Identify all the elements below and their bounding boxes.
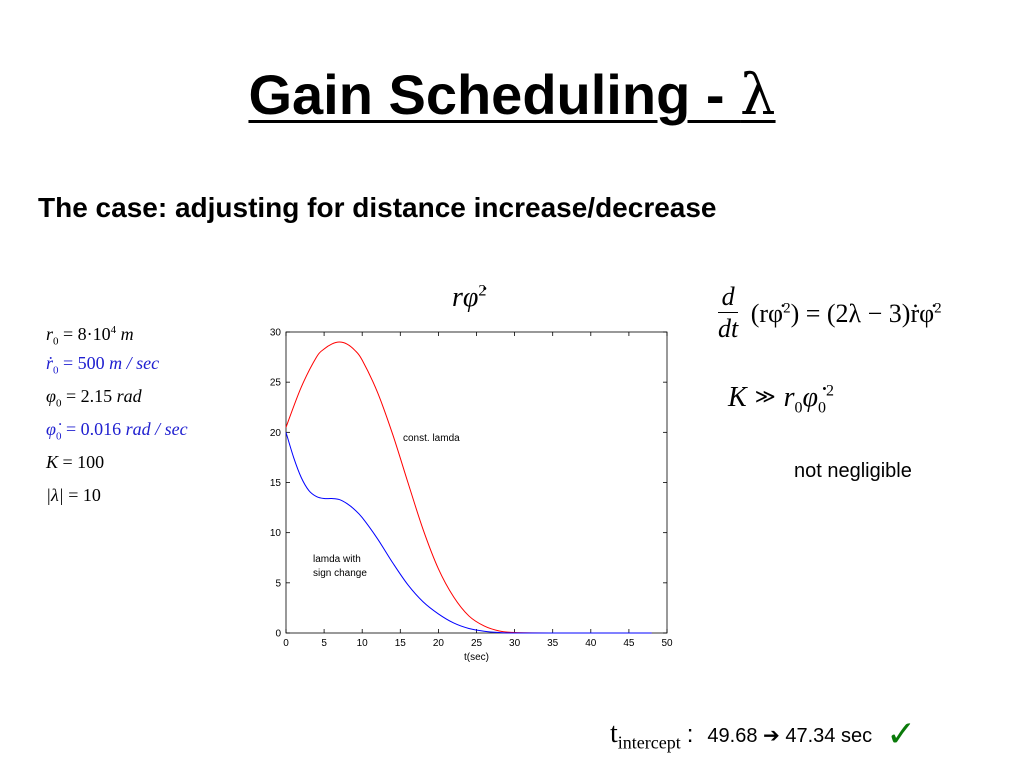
chart-lines — [285, 341, 652, 634]
lambda-symbol: λ — [740, 63, 776, 128]
x-tick-label: 30 — [509, 638, 521, 649]
x-tick-label: 10 — [357, 638, 369, 649]
plot-frame — [285, 331, 668, 634]
derivative-fraction: d dt — [718, 282, 739, 345]
x-tick-label: 0 — [283, 638, 289, 649]
param-phidot0-value: = 0.016 — [65, 419, 122, 439]
param-k-symbol: K — [46, 452, 59, 472]
param-phi0: φ0 = 2.15 rad — [46, 380, 188, 413]
deriv-rhs-exp: 2 — [934, 299, 942, 316]
param-rdot0-value: = 500 — [63, 353, 105, 373]
slide-title-text: Gain Scheduling - — [248, 63, 741, 126]
param-phidot0-sub: 0 — [55, 430, 62, 443]
slide-title: Gain Scheduling - λ — [0, 62, 1024, 128]
intercept-colon: : — [686, 721, 694, 748]
param-k: K = 100 — [46, 446, 188, 479]
k-phi-symbol: φ̇ — [802, 382, 819, 413]
x-tick-label: 15 — [395, 638, 407, 649]
param-phidot0: φ̇0 = 0.016 rad / sec — [46, 413, 188, 446]
param-rdot0-symbol: ṙ — [46, 353, 54, 373]
k-r-sub: 0 — [794, 399, 803, 417]
series-annotation: lamda with — [313, 554, 361, 565]
param-rdot0-unit: m / sec — [109, 353, 160, 373]
param-lambda-value: = 10 — [68, 485, 101, 505]
x-tick-label: 20 — [433, 638, 445, 649]
checkmark-icon: ✓ — [886, 714, 917, 755]
param-phi0-unit: rad — [116, 386, 142, 406]
x-tick-label: 45 — [623, 638, 635, 649]
k-comparison-formula: K ≫ r0φ̇02 — [728, 382, 834, 418]
param-r0-unit: m — [120, 324, 134, 344]
not-negligible-note: not negligible — [794, 460, 912, 482]
slide-subtitle: The case: adjusting for distance increas… — [38, 192, 717, 223]
param-r0-value: = 8·10 — [63, 324, 111, 344]
much-greater-symbol: ≫ — [754, 386, 776, 408]
param-phidot0-unit: rad / sec — [125, 419, 188, 439]
x-tick-label: 40 — [585, 638, 597, 649]
param-phidot0-symbol: φ̇ — [46, 419, 56, 439]
chart-annotations: const. lamda lamda with sign change — [313, 433, 460, 579]
intercept-before-value: 49.68 — [707, 725, 758, 747]
fraction-numerator: d — [718, 282, 739, 313]
rphi-base: rφ̇ — [452, 282, 479, 313]
series-line-lamda-sign-change — [285, 432, 652, 634]
k-phi-sub: 0 — [818, 399, 827, 417]
deriv-lhs: (rφ̇ — [750, 298, 784, 328]
time-response-chart: 0 5 10 15 20 25 30 35 40 45 50 0 5 10 15 20 25 30 t(sec) c… — [270, 328, 673, 664]
y-tick-label: 15 — [270, 478, 282, 489]
series-line-const-lamda — [285, 341, 652, 634]
deriv-rhs: ) = (2λ − 3)ṙφ̇ — [790, 298, 935, 328]
arrow-right-icon: ➔ — [763, 723, 780, 747]
series-annotation: sign change — [313, 568, 367, 579]
derivative-expression: (rφ̇2) = (2λ − 3)ṙφ̇2 — [751, 299, 942, 329]
y-tick-label: 30 — [270, 328, 282, 339]
y-tick-label: 10 — [270, 528, 282, 539]
param-phi0-sub: 0 — [55, 397, 62, 410]
series-annotation: const. lamda — [403, 433, 460, 444]
chart-axes: 0 5 10 15 20 25 30 35 40 45 50 0 5 10 15 20 25 30 t(sec) — [270, 328, 673, 664]
intercept-label: tintercept — [610, 718, 681, 753]
deriv-lhs-exp: 2 — [783, 299, 791, 316]
y-tick-label: 20 — [270, 428, 282, 439]
intercept-after-value: 47.34 sec — [785, 725, 873, 747]
x-tick-label: 5 — [321, 638, 327, 649]
rphi-squared-formula: rφ̇2 — [452, 282, 486, 314]
param-rdot0: ṙ0 = 500 m / sec — [46, 347, 188, 380]
derivative-formula: d dt (rφ̇2) = (2λ − 3)ṙφ̇2 — [718, 282, 942, 345]
x-axis-label: t(sec) — [464, 652, 489, 663]
k-r-symbol: r — [783, 382, 795, 413]
x-tick-label: 25 — [471, 638, 483, 649]
parameter-list: r0 = 8·104 m ṙ0 = 500 m / sec φ0 = 2.15 … — [46, 314, 188, 512]
fraction-denominator: dt — [718, 314, 739, 343]
intercept-values: 49.68 ➔ 47.34 sec — [707, 723, 873, 747]
x-tick-label: 35 — [547, 638, 559, 649]
y-tick-label: 0 — [275, 629, 281, 640]
rphi-exp: 2 — [478, 282, 487, 300]
param-r0-exp: 4 — [110, 324, 117, 336]
param-phi0-symbol: φ — [46, 386, 56, 406]
param-r0-sub: 0 — [53, 335, 59, 348]
k-exp: 2 — [826, 382, 835, 400]
y-tick-label: 25 — [270, 378, 282, 389]
param-k-value: = 100 — [62, 452, 105, 472]
k-symbol: K — [728, 382, 747, 413]
intercept-time-line: tintercept:49.68 ➔ 47.34 sec ✓ — [610, 714, 916, 755]
intercept-sub: intercept — [617, 732, 681, 753]
intercept-t: t — [610, 718, 618, 749]
y-tick-label: 5 — [275, 578, 281, 589]
param-phi0-value: = 2.15 — [65, 386, 113, 406]
x-tick-label: 50 — [661, 638, 673, 649]
param-r0: r0 = 8·104 m — [46, 314, 188, 348]
param-lambda-symbol: |λ| — [46, 485, 64, 505]
param-rdot0-sub: 0 — [53, 364, 59, 377]
param-lambda: |λ| = 10 — [46, 479, 188, 512]
param-r0-symbol: r — [46, 324, 54, 344]
